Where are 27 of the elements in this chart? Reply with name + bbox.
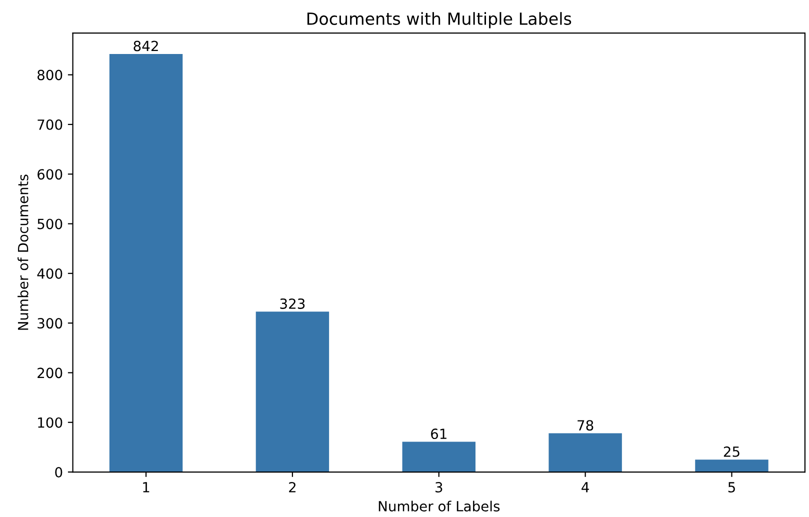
data-label: 842 — [134, 40, 158, 52]
x-tick-label: 2 — [289, 482, 296, 492]
y-tick-label: 600 — [38, 169, 62, 180]
x-tick-label: 1 — [143, 482, 150, 492]
y-tick-label: 300 — [38, 318, 62, 329]
x-tick-label: 3 — [436, 482, 442, 492]
x-tick-label: 4 — [582, 482, 589, 492]
y-tick-label: 500 — [38, 218, 62, 230]
y-tick-label: 400 — [37, 268, 62, 279]
y-tick-label: 0 — [55, 466, 62, 478]
bar — [256, 312, 330, 472]
bar — [402, 442, 476, 472]
data-label: 25 — [724, 446, 740, 457]
y-tick-label: 100 — [38, 417, 62, 428]
bar — [695, 460, 768, 472]
x-tick-label: 5 — [728, 482, 735, 492]
data-label: 323 — [280, 298, 305, 309]
y-axis-title: Number of Documents — [18, 174, 28, 330]
y-tick-label: 700 — [38, 119, 62, 130]
chart-title: Documents with Multiple Labels — [307, 12, 572, 28]
data-label: 78 — [578, 420, 594, 431]
bar — [109, 54, 183, 472]
x-axis-title: Number of Labels — [378, 500, 500, 512]
bar — [548, 433, 622, 472]
y-tick-label: 200 — [38, 368, 62, 378]
y-tick-label: 800 — [38, 70, 62, 80]
data-label: 61 — [431, 428, 446, 440]
